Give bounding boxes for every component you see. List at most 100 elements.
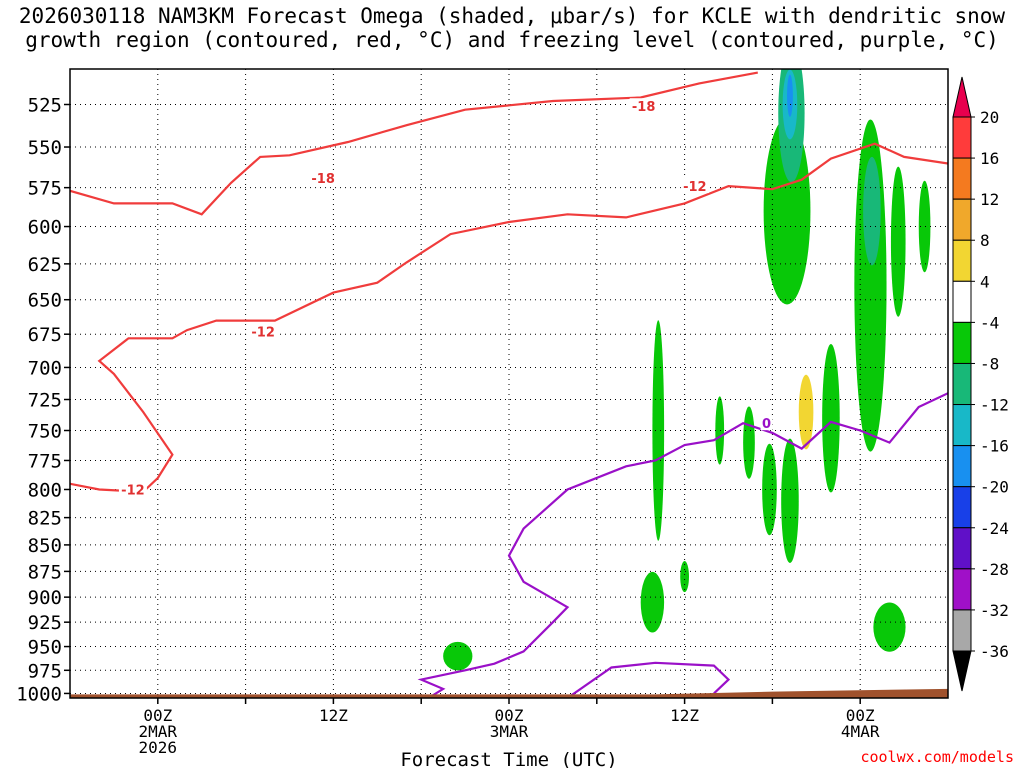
omega-region-8 xyxy=(785,255,827,479)
y-tick-label-800: 800 xyxy=(28,479,62,501)
omega-region-3 xyxy=(80,591,128,624)
y-tick-label-950: 950 xyxy=(28,637,62,659)
y-tick-label-900: 900 xyxy=(28,587,62,609)
colorbar-bin-9 xyxy=(952,486,972,529)
omega-region-21 xyxy=(781,438,799,563)
x-tick-label-0-1: 2MAR xyxy=(139,722,178,741)
omega-region-4 xyxy=(453,573,483,611)
omega-region-24 xyxy=(890,166,906,317)
dgz-contour-label-3: -12 xyxy=(251,325,275,340)
terrain-ground xyxy=(70,688,948,698)
colorbar-label-6: -8 xyxy=(980,354,999,373)
y-tick-label-650: 650 xyxy=(28,290,62,312)
omega-region-18 xyxy=(743,406,755,479)
dgz-contour-label-1: -18 xyxy=(632,100,656,115)
chart-title-line2: growth region (contoured, red, °C) and f… xyxy=(25,28,999,52)
colorbar-label-2: 12 xyxy=(980,190,999,209)
dgz-label-bg-1 xyxy=(629,98,658,114)
colorbar-bin-4 xyxy=(952,280,972,323)
omega-region-7 xyxy=(700,425,710,508)
colorbar-label-11: -28 xyxy=(980,560,1009,579)
y-tick-label-925: 925 xyxy=(28,612,62,634)
contour-series-0 xyxy=(70,71,758,216)
colorbar-label-9: -20 xyxy=(980,478,1009,497)
omega-region-17 xyxy=(715,396,725,465)
x-axis-label: Forecast Time (UTC) xyxy=(400,749,617,768)
omega-region-10 xyxy=(877,474,887,516)
chart-title-line1: 2026030118 NAM3KM Forecast Omega (shaded… xyxy=(18,4,1006,28)
y-tick-label-975: 975 xyxy=(28,660,62,682)
dgz-contour-label-4: -12 xyxy=(121,483,145,498)
y-tick-label-850: 850 xyxy=(28,535,62,557)
omega-region-22 xyxy=(822,343,840,493)
contour-series-1 xyxy=(70,142,948,493)
omega-region-25 xyxy=(918,180,931,273)
colorbar-label-0: 20 xyxy=(980,108,999,127)
freezing-contour-label-0: 0 xyxy=(762,417,771,432)
x-tick-label-1-0: 12Z xyxy=(319,706,348,725)
y-tick-label-525: 525 xyxy=(28,94,62,116)
omega-region-15 xyxy=(640,571,665,633)
x-tick-label-2-1: 3MAR xyxy=(490,722,529,741)
omega-region-5 xyxy=(636,385,651,464)
colorbar-min-arrow xyxy=(952,650,972,692)
colorbar-bin-0 xyxy=(952,116,972,159)
x-tick-label-0-0: 00Z xyxy=(143,706,172,725)
colorbar-max-arrow xyxy=(952,76,972,118)
omega-region-14 xyxy=(652,320,665,541)
omega-region-19 xyxy=(762,443,777,536)
omega-region-26 xyxy=(873,602,906,652)
y-tick-label-750: 750 xyxy=(28,421,62,443)
omega-region-28 xyxy=(863,156,881,266)
x-tick-label-3-0: 12Z xyxy=(670,706,699,725)
plot-area: -18 -18 -12 -12 -12 0 xyxy=(70,69,948,698)
omega-region-30 xyxy=(787,74,793,117)
colorbar-label-10: -24 xyxy=(980,519,1009,538)
colorbar-label-12: -32 xyxy=(980,601,1009,620)
y-tick-label-550: 550 xyxy=(28,137,62,159)
colorbar-bin-5 xyxy=(952,321,972,364)
colorbar-label-7: -12 xyxy=(980,396,1009,415)
y-tick-label-625: 625 xyxy=(28,254,62,276)
colorbar-bin-10 xyxy=(952,527,972,570)
x-tick-label-4-1: 4MAR xyxy=(841,722,880,741)
dgz-contour-label-0: -18 xyxy=(311,172,335,187)
omega-region-1 xyxy=(162,83,204,277)
dgz-label-bg-3 xyxy=(249,323,278,339)
colorbar-bin-11 xyxy=(952,568,972,611)
y-tick-label-675: 675 xyxy=(28,324,62,346)
colorbar-bin-8 xyxy=(952,445,972,488)
y-tick-label-600: 600 xyxy=(28,217,62,239)
colorbar-label-3: 8 xyxy=(980,231,990,250)
y-tick-label-825: 825 xyxy=(28,508,62,530)
y-tick-label-575: 575 xyxy=(28,178,62,200)
omega-region-6 xyxy=(665,297,675,358)
colorbar-label-5: -4 xyxy=(980,313,999,332)
omega-region-11 xyxy=(939,279,948,349)
colorbar-bin-2 xyxy=(952,198,972,241)
colorbar-label-8: -16 xyxy=(980,437,1009,456)
omega-region-13 xyxy=(443,641,473,671)
colorbar-bin-3 xyxy=(952,239,972,282)
y-tick-label-1000: 1000 xyxy=(16,683,62,705)
dgz-label-bg-2 xyxy=(680,178,709,194)
contour-series-3 xyxy=(566,661,731,698)
contour-series-2 xyxy=(417,392,948,698)
y-tick-label-725: 725 xyxy=(28,390,62,412)
colorbar-label-1: 16 xyxy=(980,149,999,168)
site-credit: coolwx.com/models xyxy=(860,748,1014,766)
colorbar-bin-12 xyxy=(952,609,972,652)
freezing-label-bg-0 xyxy=(760,415,773,431)
x-tick-label-2-0: 00Z xyxy=(495,706,524,725)
y-tick-label-775: 775 xyxy=(28,450,62,472)
y-tick-label-875: 875 xyxy=(28,561,62,583)
colorbar-label-4: 4 xyxy=(980,272,990,291)
dgz-contour-label-2: -12 xyxy=(683,180,707,195)
x-tick-label-0-2: 2026 xyxy=(139,738,178,757)
colorbar-bin-1 xyxy=(952,157,972,200)
omega-region-2 xyxy=(241,199,256,284)
x-tick-label-4-0: 00Z xyxy=(846,706,875,725)
y-tick-label-700: 700 xyxy=(28,357,62,379)
omega-region-12 xyxy=(798,374,814,450)
